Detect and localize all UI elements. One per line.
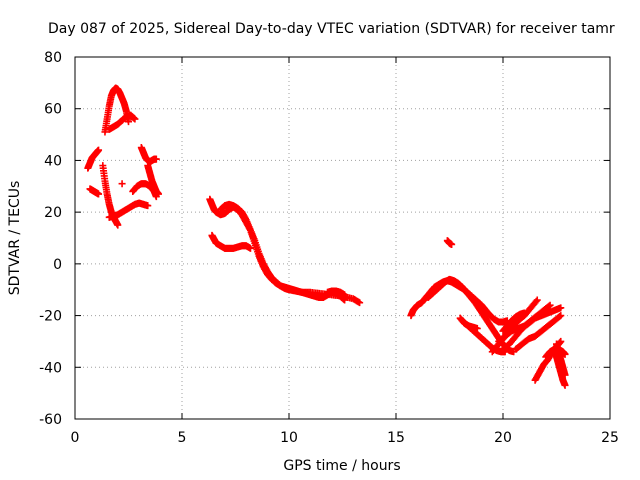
x-tick-label: 5 [178,430,187,446]
x-tick-label: 10 [280,430,298,446]
data-point [533,296,541,304]
data-point [246,244,254,252]
data-points [84,84,569,389]
data-point [520,309,528,317]
data-point [556,312,564,320]
data-point [131,115,139,123]
data-point [557,304,565,312]
series-arc-7 [118,180,126,188]
series-arc-13 [208,231,254,252]
series-arc-21 [488,296,541,356]
series-arc-1 [84,146,103,172]
x-tick-label: 0 [71,430,80,446]
series-arc-14 [255,252,349,304]
data-point [561,381,569,389]
series-arc-10 [144,162,162,198]
grid [75,57,610,419]
y-tick-label: -40 [39,360,62,376]
data-point [532,297,540,305]
series-arc-23 [499,304,565,353]
series-arc-20 [456,314,481,332]
y-tick-label: -60 [39,412,62,428]
y-tick-label: 0 [53,257,62,273]
data-point [154,190,162,198]
data-point [341,291,349,299]
y-tick-label: 80 [44,50,62,66]
x-tick-label: 25 [601,430,619,446]
data-point [152,155,160,163]
y-tick-label: -20 [39,309,62,325]
data-point [95,146,103,154]
data-point [95,190,103,198]
series-arc-25 [512,312,565,353]
y-tick-label: 40 [44,153,62,169]
data-point [473,325,481,332]
data-point [561,371,569,379]
chart-title: Day 087 of 2025, Sidereal Day-to-day VTE… [48,21,615,37]
x-axis-title: GPS time / hours [283,458,400,474]
series-arc-24 [499,309,528,335]
data-point [557,337,565,345]
data-point [356,299,364,307]
series-arc-29 [553,340,569,379]
y-tick-label: 60 [44,102,62,118]
data-point [144,202,152,210]
y-tick-label: 20 [44,205,62,221]
series-arc-18 [443,237,456,248]
y-axis-title: SDTVAR / TECUs [7,181,23,296]
data-point [118,180,126,188]
data-point [557,312,565,320]
data-point [545,302,553,310]
data-point [546,301,554,309]
series-arc-15 [324,287,349,299]
series-arc-3 [101,84,132,136]
data-point [114,221,122,229]
series-arc-8 [137,144,160,166]
data-point [448,240,456,248]
series-arc-4 [105,111,139,133]
x-tick-label: 15 [387,430,405,446]
series-arc-2 [86,185,103,198]
plot-frame [74,56,611,420]
x-tick-label: 20 [494,430,512,446]
series-arc-6 [105,199,152,221]
